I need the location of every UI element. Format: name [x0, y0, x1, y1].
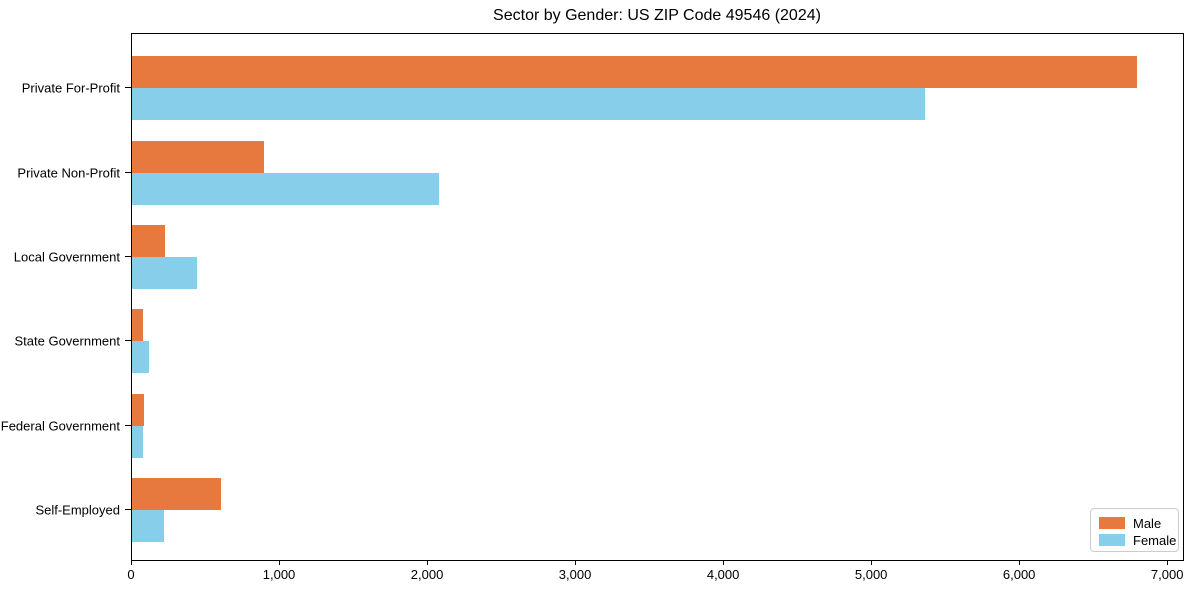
- y-tick: [125, 508, 131, 510]
- y-tick-label-federal-government: Federal Government: [0, 418, 120, 433]
- y-tick: [125, 424, 131, 426]
- x-tick: [279, 560, 281, 565]
- plot-area: Male Female: [131, 33, 1184, 561]
- x-tick: [131, 560, 132, 565]
- legend-row-male: Male: [1099, 515, 1170, 531]
- y-tick-label-state-government: State Government: [14, 333, 121, 349]
- y-tick-label-private-for-profit: Private For-Profit: [21, 80, 120, 96]
- male-bar-self-employed: [132, 477, 221, 510]
- female-bar-state-government: [132, 341, 150, 374]
- legend-label-female: Female: [1133, 532, 1177, 548]
- y-tick-label-self-employed: Self-Employed: [35, 502, 120, 518]
- female-bar-private-for-profit: [132, 88, 926, 121]
- male-bar-local-government: [132, 224, 166, 257]
- male-bar-private-non-profit: [132, 140, 264, 173]
- x-tick-label-3-000: 3,000: [558, 567, 592, 582]
- y-tick-label-private-non-profit: Private Non-Profit: [17, 165, 120, 180]
- chart-title: Sector by Gender: US ZIP Code 49546 (202…: [493, 7, 821, 24]
- male-bar-private-for-profit: [132, 56, 1138, 89]
- x-tick-label-1-000: 1,000: [262, 567, 296, 582]
- female-bar-local-government: [132, 256, 198, 289]
- x-tick-label-6-000: 6,000: [1002, 567, 1036, 582]
- x-tick-label-2-000: 2,000: [410, 567, 444, 582]
- female-bar-self-employed: [132, 509, 164, 542]
- x-tick: [1167, 560, 1169, 565]
- y-tick: [125, 87, 131, 89]
- female-bar-federal-government: [132, 425, 144, 458]
- legend: Male Female: [1090, 508, 1179, 552]
- y-tick-label-local-government: Local Government: [13, 249, 120, 265]
- y-tick: [125, 171, 131, 173]
- x-tick: [723, 560, 725, 565]
- x-tick-label-4-000: 4,000: [706, 567, 740, 582]
- y-tick: [125, 255, 131, 257]
- female-bar-private-non-profit: [132, 172, 440, 205]
- male-bar-federal-government: [132, 393, 144, 426]
- x-tick-label-0: 0: [127, 567, 135, 582]
- legend-row-female: Female: [1099, 532, 1176, 548]
- x-tick: [427, 560, 429, 565]
- x-tick: [1019, 560, 1021, 565]
- legend-label-male: Male: [1133, 515, 1162, 531]
- y-tick: [125, 340, 131, 342]
- male-swatch: [1099, 517, 1125, 529]
- male-bar-state-government: [132, 309, 144, 342]
- x-tick: [871, 560, 873, 565]
- female-swatch: [1099, 534, 1125, 546]
- x-tick-label-7-000: 7,000: [1150, 567, 1184, 582]
- x-tick-label-5-000: 5,000: [854, 567, 888, 582]
- x-tick: [575, 560, 577, 565]
